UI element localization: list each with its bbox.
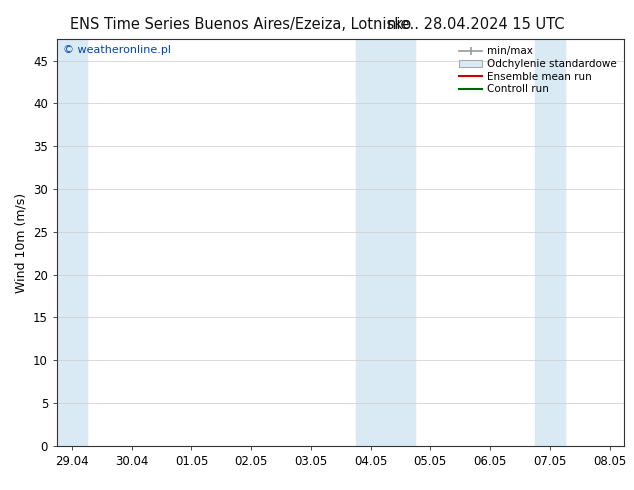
Text: © weatheronline.pl: © weatheronline.pl <box>63 45 171 55</box>
Bar <box>535 39 565 446</box>
Text: nie.. 28.04.2024 15 UTC: nie.. 28.04.2024 15 UTC <box>387 17 564 32</box>
Bar <box>356 39 415 446</box>
Bar <box>57 39 87 446</box>
Legend: min/max, Odchylenie standardowe, Ensemble mean run, Controll run: min/max, Odchylenie standardowe, Ensembl… <box>455 42 621 98</box>
Text: ENS Time Series Buenos Aires/Ezeiza, Lotnisko: ENS Time Series Buenos Aires/Ezeiza, Lot… <box>70 17 411 32</box>
Y-axis label: Wind 10m (m/s): Wind 10m (m/s) <box>15 193 28 293</box>
